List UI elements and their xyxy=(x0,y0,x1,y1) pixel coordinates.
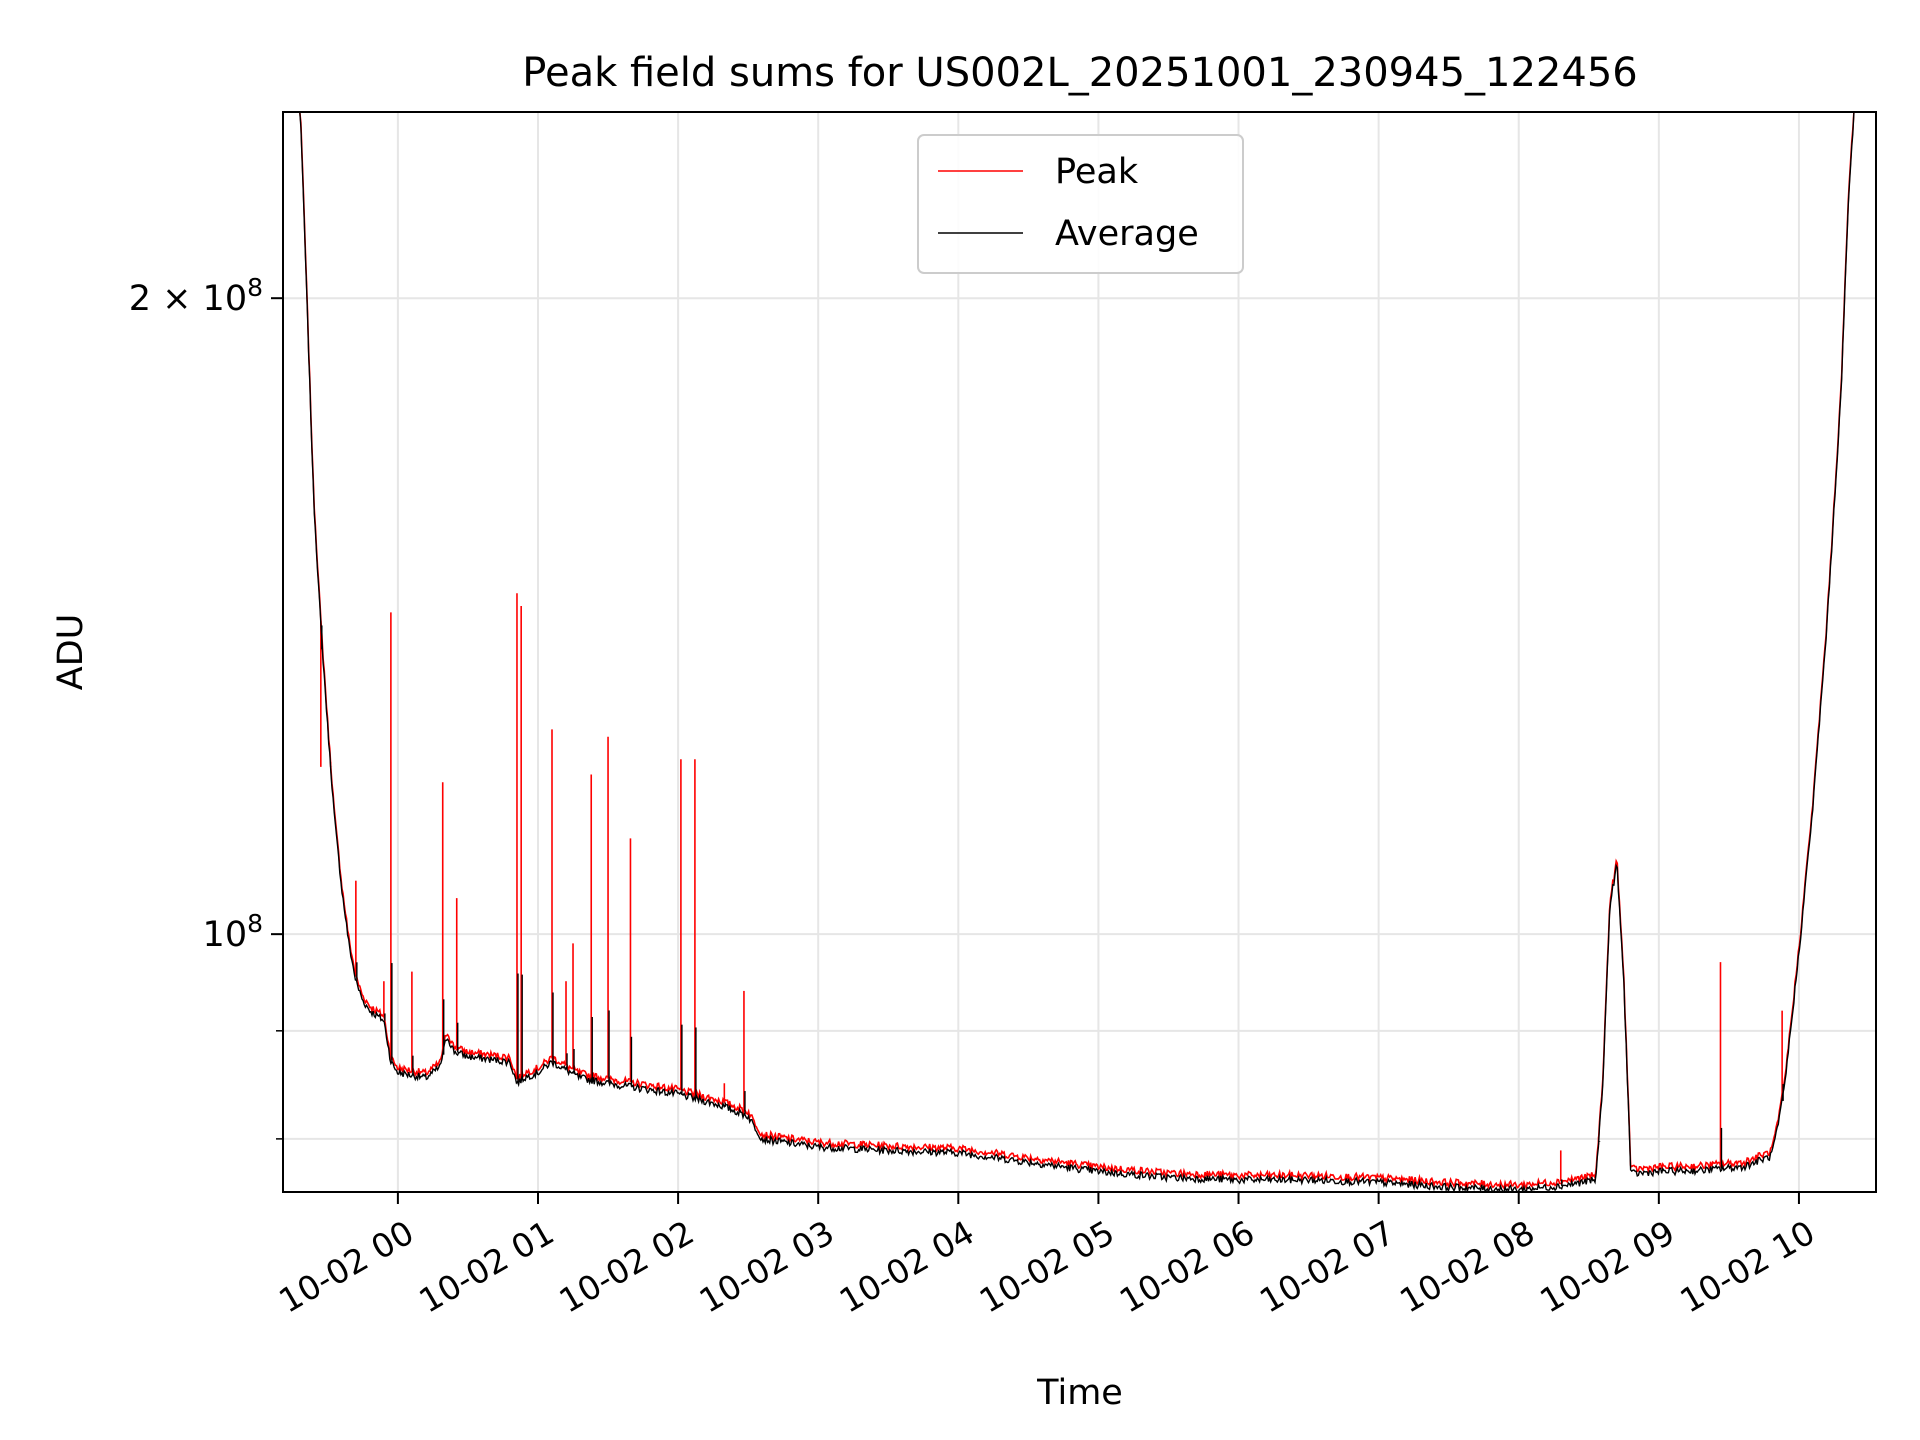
plot-background xyxy=(283,112,1876,1192)
grid xyxy=(283,112,1876,1192)
y-axis-label: ADU xyxy=(51,614,91,691)
x-tick-label: 10-02 04 xyxy=(833,1213,981,1321)
x-tick-label: 10-02 09 xyxy=(1533,1213,1681,1321)
chart-title: Peak field sums for US002L_20251001_2309… xyxy=(522,50,1637,96)
x-axis-label: Time xyxy=(1036,1373,1123,1413)
x-tick-label: 10-02 00 xyxy=(272,1213,420,1321)
legend-box xyxy=(917,134,1244,274)
x-tick-label: 10-02 03 xyxy=(693,1213,841,1321)
average-series-line xyxy=(299,112,1856,1192)
y-tick-label: 2 × 108 xyxy=(129,273,263,319)
plot-frame xyxy=(282,111,1877,1193)
x-tick-label: 10-02 02 xyxy=(552,1213,700,1321)
x-tick-label: 10-02 05 xyxy=(973,1213,1121,1321)
series-layer xyxy=(299,112,1856,1192)
x-tick-label: 10-02 10 xyxy=(1673,1213,1821,1321)
legend-average-label: Average xyxy=(1055,214,1199,254)
x-tick-label: 10-02 08 xyxy=(1393,1213,1541,1321)
legend-peak-label: Peak xyxy=(1055,152,1139,192)
legend: Peak Average xyxy=(917,134,1244,274)
y-tick-label: 108 xyxy=(203,909,263,955)
x-tick-label: 10-02 07 xyxy=(1253,1213,1401,1321)
x-tick-label: 10-02 06 xyxy=(1113,1213,1261,1321)
x-tick-label: 10-02 01 xyxy=(412,1213,560,1321)
